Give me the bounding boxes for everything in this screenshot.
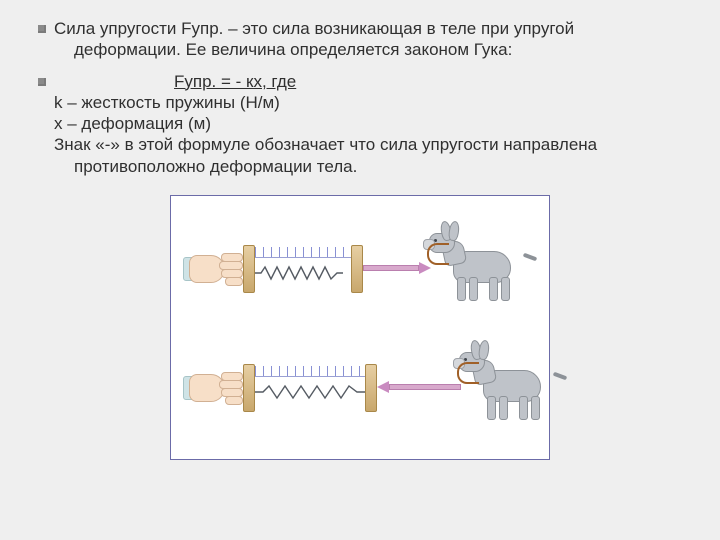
scene-bottom [189,332,531,442]
sign-line-1: Знак «-» в этой формуле обозначает что с… [54,134,686,155]
scene-top [189,213,531,323]
spring-device-top [243,245,363,291]
intro-line-1: Сила упругости Fупр. – это сила возникаю… [54,18,686,39]
intro-block: Сила упругости Fупр. – это сила возникаю… [34,18,686,61]
def-x: x – деформация (м) [54,113,686,134]
arrow-right-icon [419,262,431,274]
sign-line-2: противоположно деформации тела. [54,156,686,177]
formula-line: Fупр. = - кх, где [174,71,686,92]
rod-top [363,265,419,271]
def-k: k – жесткость пружины (Н/м) [54,92,686,113]
rod-bottom [389,384,461,390]
arrow-left-icon [377,381,389,393]
hand-icon [189,249,235,287]
donkey-top [435,233,531,303]
intro-line-2: деформации. Ее величина определяется зак… [54,39,686,60]
hand-icon [189,368,235,406]
illustration-frame [170,195,550,460]
slide-root: Сила упругости Fупр. – это сила возникаю… [0,0,720,540]
donkey-bottom [465,352,561,422]
spring-device-bottom [243,364,377,410]
formula-block: Fупр. = - кх, где k – жесткость пружины … [34,71,686,177]
